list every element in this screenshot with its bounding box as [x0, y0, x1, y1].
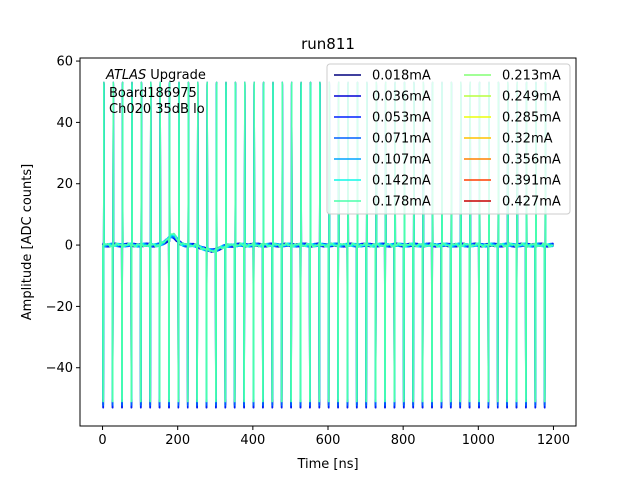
x-axis: 0 200 400 600 800 1000 1200: [98, 426, 570, 448]
legend-frame: [326, 63, 571, 215]
legend-label: 0.018mA: [372, 69, 431, 84]
y-axis-label: Amplitude [ADC counts]: [20, 164, 35, 320]
legend: 0.018mA 0.036mA 0.053mA 0.071mA 0.107mA 0.142…: [326, 63, 571, 215]
legend-label: 0.32mA: [502, 132, 553, 147]
legend-label: 0.107mA: [372, 153, 431, 168]
y-tick-label: 40: [56, 116, 73, 131]
channel-label: Ch020 35dB lo: [109, 102, 205, 117]
x-tick-label: 400: [240, 433, 265, 448]
series-layer: [101, 81, 555, 409]
legend-label: 0.356mA: [502, 153, 561, 168]
legend-label: 0.285mA: [502, 111, 561, 126]
x-axis-label: Time [ns]: [296, 457, 358, 472]
y-axis: 60 40 20 0 −20 −40: [46, 55, 80, 376]
x-tick-label: 1200: [537, 433, 570, 448]
y-tick-label: −20: [46, 300, 73, 315]
legend-label: 0.036mA: [372, 90, 431, 105]
legend-label: 0.249mA: [502, 90, 561, 105]
legend-label: 0.213mA: [502, 69, 561, 84]
atlas-label: ATLAS Upgrade: [105, 68, 206, 83]
x-tick-label: 800: [391, 433, 416, 448]
y-tick-label: 0: [65, 239, 73, 254]
x-tick-label: 200: [165, 433, 190, 448]
board-label: Board186975: [109, 86, 197, 101]
y-tick-label: 60: [56, 55, 73, 70]
y-tick-label: −40: [46, 361, 73, 376]
legend-label: 0.178mA: [372, 195, 431, 210]
y-tick-label: 20: [56, 177, 73, 192]
legend-label: 0.142mA: [372, 174, 431, 189]
x-tick-label: 600: [316, 433, 341, 448]
annotation-block: ATLAS Upgrade Board186975 Ch020 35dB lo: [105, 68, 206, 117]
legend-label: 0.391mA: [502, 174, 561, 189]
x-tick-label: 0: [98, 433, 106, 448]
series-line: [101, 81, 555, 403]
legend-label: 0.427mA: [502, 195, 561, 210]
upgrade-word: Upgrade: [150, 68, 206, 83]
atlas-word: ATLAS: [105, 68, 146, 83]
x-tick-label: 1000: [462, 433, 495, 448]
legend-label: 0.071mA: [372, 132, 431, 147]
chart-title: run811: [301, 35, 355, 53]
legend-label: 0.053mA: [372, 111, 431, 126]
